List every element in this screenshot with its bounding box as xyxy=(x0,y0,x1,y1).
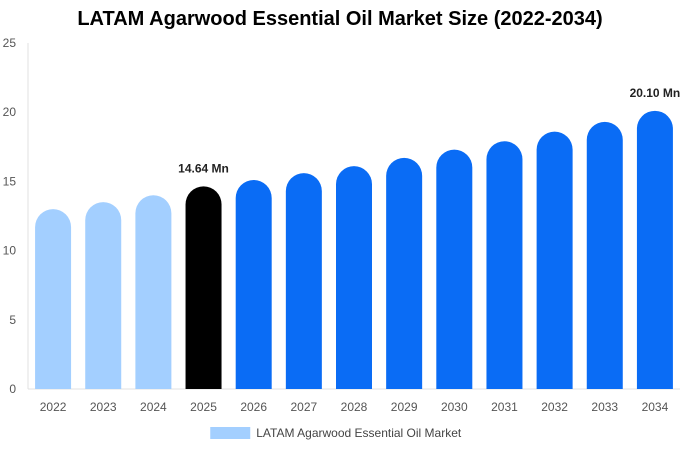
x-tick-label: 2031 xyxy=(491,400,518,414)
legend-swatch xyxy=(210,427,251,439)
x-tick-label: 2028 xyxy=(341,400,368,414)
x-tick-label: 2025 xyxy=(190,400,217,414)
x-tick-label: 2022 xyxy=(40,400,67,414)
y-tick-label: 15 xyxy=(3,174,17,188)
y-tick-label: 5 xyxy=(9,313,16,327)
bar-2033 xyxy=(586,121,623,389)
chart-title: LATAM Agarwood Essential Oil Market Size… xyxy=(77,8,603,30)
y-tick-label: 25 xyxy=(3,36,17,50)
x-tick-label: 2026 xyxy=(240,400,267,414)
x-tick-label: 2024 xyxy=(140,400,167,414)
x-tick-label: 2032 xyxy=(541,400,568,414)
bar-2022 xyxy=(35,209,72,389)
legend-label: LATAM Agarwood Essential Oil Market xyxy=(256,426,462,440)
x-tick-label: 2033 xyxy=(591,400,618,414)
bar-2028 xyxy=(336,166,372,389)
x-tick-label: 2027 xyxy=(290,400,317,414)
bar-2027 xyxy=(285,173,322,389)
bar-2024 xyxy=(135,195,172,389)
bar-2023 xyxy=(85,202,122,389)
bar-2034 xyxy=(636,110,673,390)
bars xyxy=(35,110,673,390)
labels: 14.64 Mn 20.10 Mn xyxy=(178,86,680,176)
y-tick-label: 20 xyxy=(3,105,17,119)
bar-2030 xyxy=(436,149,473,389)
y-tick-label: 10 xyxy=(3,244,17,258)
x-tick-label: 2023 xyxy=(90,400,117,414)
bar-2029 xyxy=(386,157,423,389)
x-tick-label: 2030 xyxy=(441,400,468,414)
data-label-2025: 14.64 Mn xyxy=(178,161,229,175)
bar-2031 xyxy=(486,141,523,389)
legend: LATAM Agarwood Essential Oil Market xyxy=(210,426,462,440)
bar-2026 xyxy=(235,180,272,389)
data-label-2034: 20.10 Mn xyxy=(630,86,680,100)
x-tick-label: 2029 xyxy=(391,400,418,414)
bar-2032 xyxy=(536,131,573,390)
bar-2025 xyxy=(185,186,222,389)
y-tick-label: 0 xyxy=(9,382,16,396)
x-tick-label: 2034 xyxy=(642,400,669,414)
